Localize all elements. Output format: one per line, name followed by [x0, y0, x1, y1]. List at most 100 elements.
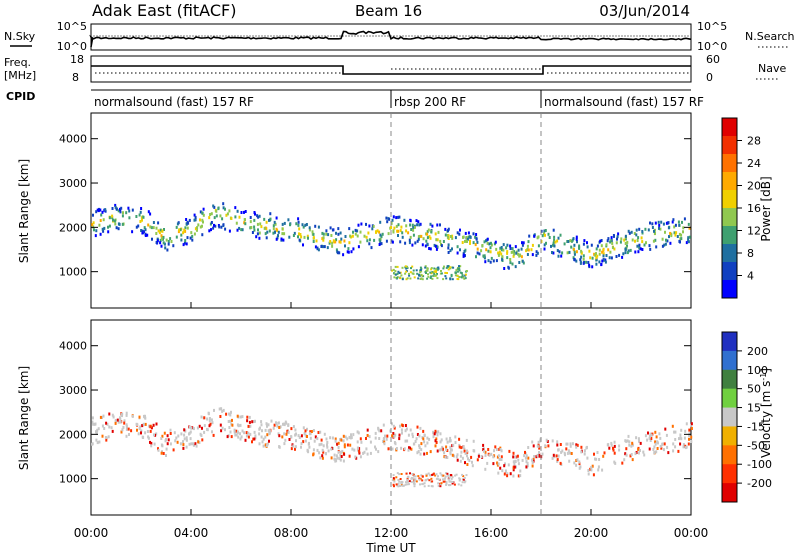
echo-cell [275, 421, 277, 425]
echo-cell [431, 473, 434, 476]
echo-cell [426, 441, 429, 445]
echo-cell [483, 240, 486, 244]
echo-cell [608, 256, 611, 260]
echo-cell [459, 265, 462, 268]
echo-cell [199, 218, 201, 222]
echo-cell [659, 227, 662, 231]
echo-cell [430, 272, 433, 275]
echo-cell [497, 471, 500, 475]
echo-cell [353, 448, 356, 452]
echo-cell [448, 480, 451, 483]
echo-cell [498, 250, 501, 254]
echo-cell [395, 224, 398, 228]
echo-cell [138, 415, 141, 419]
echo-cell [320, 245, 323, 248]
echo-cell [412, 477, 415, 480]
echo-cell [626, 251, 629, 255]
echo-cell [341, 449, 344, 453]
echo-cell [655, 245, 658, 249]
velocity-colorbar-label-main: Velocity [m s [759, 381, 773, 458]
echo-cell [259, 426, 261, 430]
echo-cell [568, 459, 571, 463]
echo-cell [517, 462, 520, 466]
echo-cell [317, 248, 320, 252]
echo-cell [682, 443, 685, 447]
echo-cell [487, 448, 490, 451]
echo-cell [358, 449, 361, 453]
echo-cell [378, 429, 381, 433]
echo-cell [447, 268, 450, 271]
echo-cell [476, 251, 479, 255]
echo-cell [567, 449, 570, 453]
echo-cell [116, 418, 119, 422]
echo-cell [406, 439, 409, 443]
echo-cell [272, 227, 275, 231]
echo-cell [513, 462, 516, 466]
echo-cell [420, 442, 423, 446]
echo-cell [325, 229, 328, 233]
echo-cell [93, 228, 95, 232]
echo-cell [565, 442, 568, 446]
echo-cell [196, 228, 198, 232]
echo-cell [406, 265, 409, 268]
echo-cell [153, 433, 155, 437]
echo-cell [99, 219, 102, 222]
echo-cell [685, 241, 688, 245]
echo-cell [308, 432, 311, 436]
echo-cell [166, 248, 169, 252]
echo-cell [298, 436, 301, 439]
echo-cell [472, 232, 475, 236]
colorbar-swatch [722, 226, 737, 245]
echo-cell [647, 431, 649, 435]
echo-cell [102, 229, 105, 233]
echo-cell [255, 235, 258, 239]
echo-cell [490, 452, 493, 456]
echo-cell [591, 464, 594, 468]
echo-cell [125, 434, 128, 438]
echo-cell [230, 410, 232, 414]
echo-cell [176, 440, 179, 444]
echo-cell [552, 251, 555, 255]
echo-cell [399, 478, 402, 480]
echo-cell [471, 464, 474, 468]
echo-cell [576, 443, 579, 447]
echo-cell [575, 445, 578, 449]
echo-cell [556, 458, 559, 462]
echo-cell [656, 447, 659, 450]
cpid-segments: normalsound (fast) 157 RF rbsp 200 RF norm… [94, 90, 704, 109]
echo-cell [330, 456, 333, 460]
x-axis: 00:00 04:00 08:00 12:00 16:00 20:00 00:00 [74, 302, 708, 540]
echo-cell [604, 258, 607, 262]
echo-cell [174, 439, 177, 443]
echo-cell [337, 446, 340, 449]
echo-cell [469, 239, 471, 243]
echo-cell [674, 445, 677, 449]
echo-cell [422, 437, 425, 441]
echo-cell [472, 439, 475, 443]
echo-cell [111, 214, 114, 218]
echo-cell [480, 455, 483, 458]
echo-cell [446, 456, 449, 459]
echo-cell [141, 424, 144, 428]
station-title: Adak East (fitACF) [92, 1, 236, 20]
echo-cell [595, 252, 597, 256]
echo-cell [356, 229, 359, 233]
echo-cell [346, 443, 349, 447]
echo-cell [399, 485, 401, 487]
echo-cell [380, 242, 383, 246]
echo-cell [297, 220, 300, 224]
echo-cell [416, 239, 419, 243]
echo-cell [183, 428, 186, 432]
echo-cell [636, 244, 639, 248]
echo-cell [436, 277, 439, 280]
echo-cell [131, 208, 134, 212]
echo-cell [322, 232, 325, 236]
echo-cell [555, 454, 558, 458]
x-tick-label: 20:00 [574, 526, 609, 540]
echo-cell [458, 276, 461, 278]
nsky-trace [89, 30, 692, 48]
echo-cell [331, 244, 334, 248]
echo-cell [490, 241, 492, 245]
echo-cell [455, 473, 458, 476]
